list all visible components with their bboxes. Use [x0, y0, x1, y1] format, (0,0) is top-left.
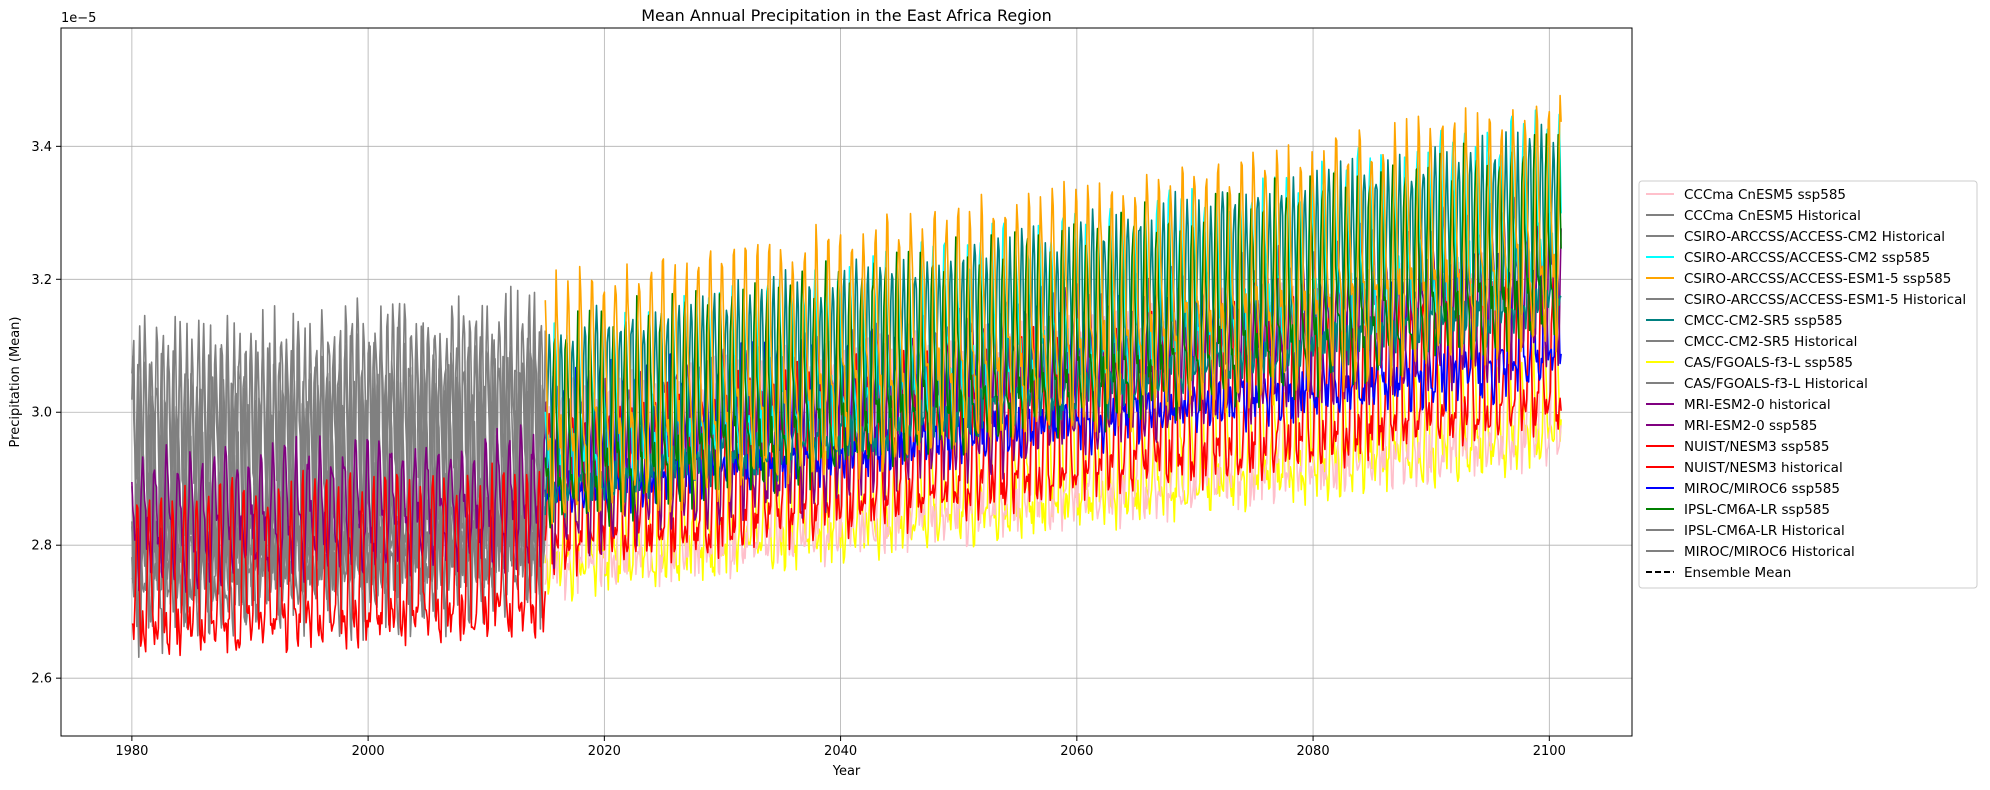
y-tick-label: 3.0 [31, 406, 52, 421]
x-tick-label: 2000 [352, 744, 385, 759]
x-tick-label: 2060 [1060, 744, 1093, 759]
y-axis-label: Precipitation (Mean) [8, 317, 23, 448]
legend-entry-label: Ensemble Mean [1684, 565, 1791, 581]
axis-ticks: 1980 2000 2020 2040 2060 2080 2100 2.6 2.8 3.0 3.2… [31, 140, 1566, 759]
x-tick-label: 1980 [115, 744, 148, 759]
y-tick-label: 2.6 [31, 672, 52, 687]
legend-entry-label: IPSL-CM6A-LR Historical [1684, 523, 1845, 539]
legend-entry-label: CAS/FGOALS-f3-L ssp585 [1684, 355, 1853, 371]
legend-entry-label: CSIRO-ARCCSS/ACCESS-ESM1-5 Historical [1684, 292, 1966, 308]
series-line [131, 424, 547, 593]
legend-entry-label: CSIRO-ARCCSS/ACCESS-CM2 Historical [1684, 229, 1945, 245]
x-tick-label: 2040 [824, 744, 857, 759]
legend: CCCma CnESM5 ssp585 CCCma CnESM5 Historic… [1638, 180, 1978, 589]
series-line [544, 133, 1562, 529]
series-line [544, 266, 1562, 577]
legend-entry-label: CCCma CnESM5 ssp585 [1684, 187, 1846, 203]
x-axis-label: Year [832, 764, 861, 779]
legend-entry-label: CAS/FGOALS-f3-L Historical [1684, 376, 1868, 392]
legend-entry-label: MRI-ESM2-0 ssp585 [1684, 418, 1817, 434]
legend-entry-label: MRI-ESM2-0 historical [1684, 397, 1831, 413]
legend-entry-label: MIROC/MIROC6 Historical [1684, 544, 1855, 560]
legend-entry-label: IPSL-CM6A-LR ssp585 [1684, 502, 1830, 518]
series-line [544, 94, 1562, 525]
legend-entry-label: CSIRO-ARCCSS/ACCESS-CM2 ssp585 [1684, 250, 1930, 266]
legend-entry-label: NUIST/NESM3 historical [1684, 460, 1843, 476]
y-tick-label: 3.2 [31, 273, 52, 288]
x-tick-label: 2080 [1297, 744, 1330, 759]
chart-title: Mean Annual Precipitation in the East Af… [641, 6, 1052, 25]
series-lines [131, 94, 1562, 658]
series-line [544, 250, 1562, 601]
y-tick-label: 2.8 [31, 539, 52, 554]
series-line [131, 462, 547, 657]
legend-entry-label: CSIRO-ARCCSS/ACCESS-ESM1-5 ssp585 [1684, 271, 1951, 287]
y-offset-text: 1e−5 [61, 11, 96, 26]
legend-entry-label: CCCma CnESM5 Historical [1684, 208, 1861, 224]
legend-entry-label: CMCC-CM2-SR5 ssp585 [1684, 313, 1843, 329]
legend-box [1638, 180, 1978, 589]
series-line [131, 403, 547, 658]
legend-entry-label: MIROC/MIROC6 ssp585 [1684, 481, 1840, 497]
x-tick-label: 2020 [588, 744, 621, 759]
x-tick-label: 2100 [1533, 744, 1566, 759]
plot-frame [60, 27, 1633, 737]
y-tick-label: 3.4 [31, 140, 52, 155]
legend-entry-label: NUIST/NESM3 ssp585 [1684, 439, 1829, 455]
legend-entry-label: CMCC-CM2-SR5 Historical [1684, 334, 1857, 350]
